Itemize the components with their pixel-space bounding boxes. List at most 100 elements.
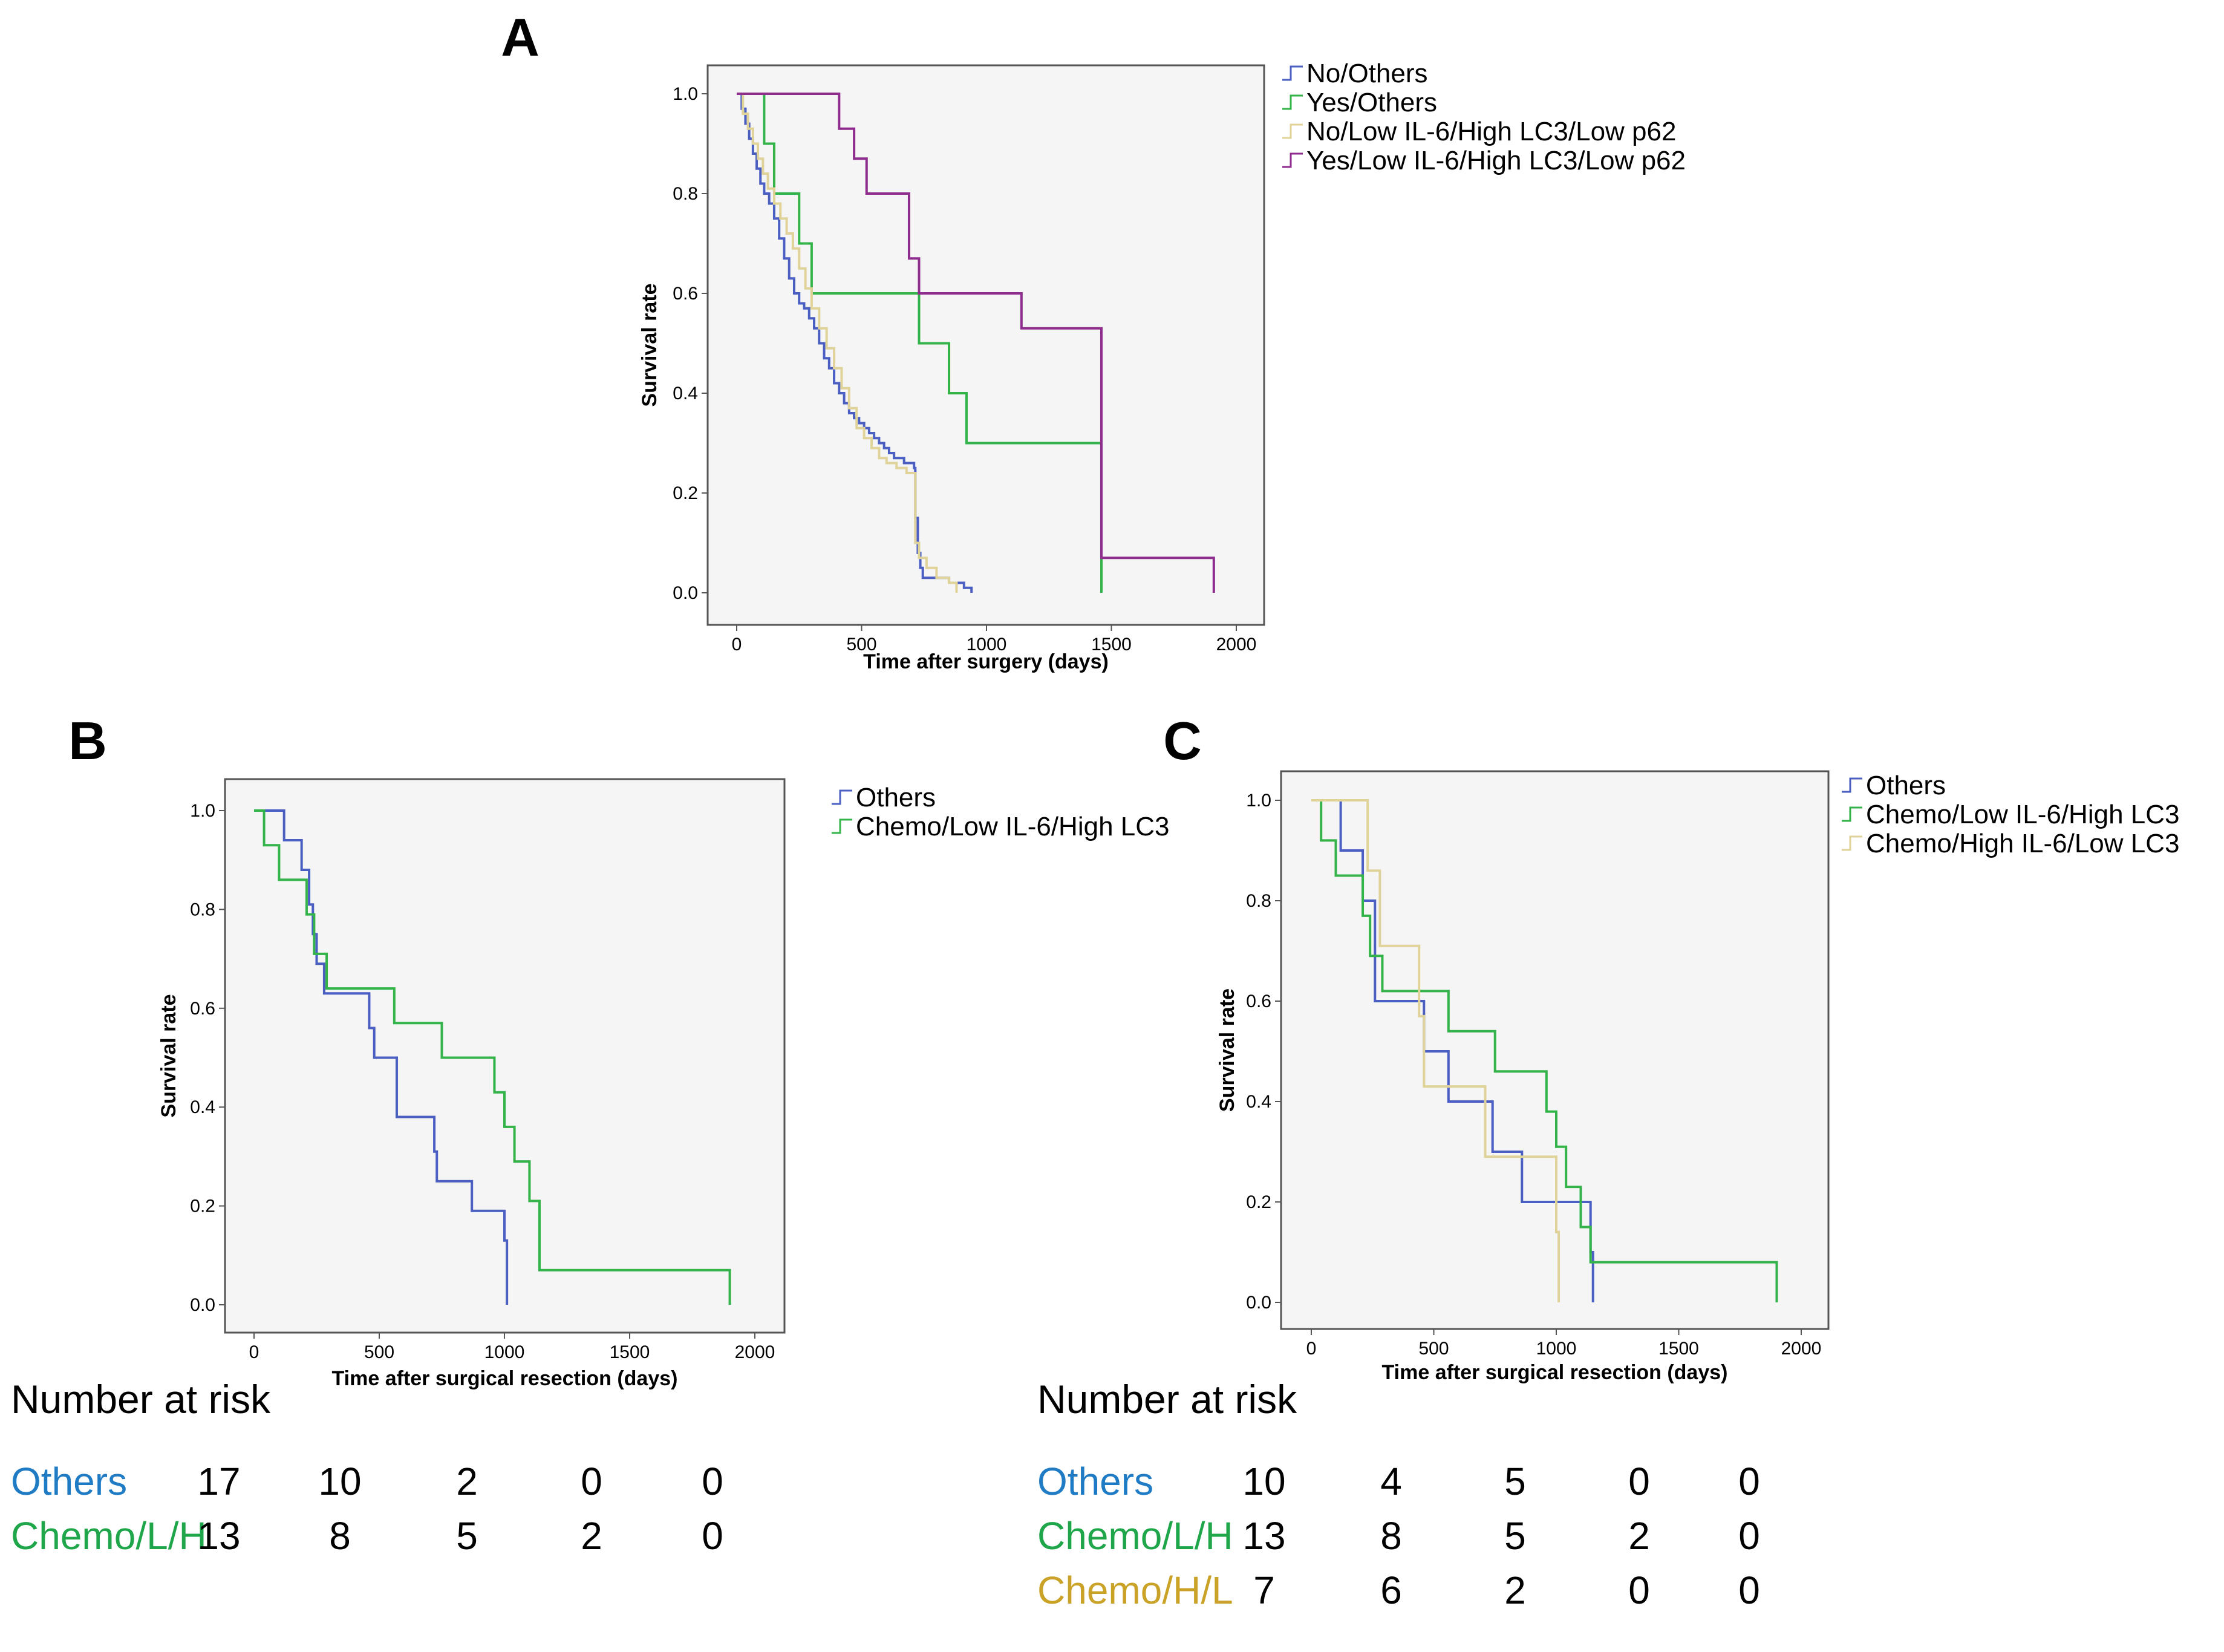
risk-count: 2 bbox=[456, 1460, 478, 1503]
legend-swatch bbox=[832, 789, 852, 805]
y-tick-label: 0.8 bbox=[1246, 891, 1271, 911]
risk-count: 5 bbox=[1504, 1460, 1526, 1503]
x-tick-label: 1000 bbox=[1536, 1339, 1577, 1359]
risk-row-label: Chemo/L/H bbox=[1037, 1514, 1233, 1558]
y-tick-label: 0.4 bbox=[1246, 1092, 1271, 1112]
y-tick-label: 0.0 bbox=[673, 583, 698, 603]
risk-row-label: Others bbox=[11, 1460, 128, 1503]
panel-c: C 0.0 0.2 0.4 0.6 0.8 1.0 0 500 1000 1500 2000 Time … bbox=[1163, 711, 2179, 1384]
series-line-chemo-low-il-6-high-lc3 bbox=[254, 809, 731, 1305]
legend-label: No/Low IL-6/High LC3/Low p62 bbox=[1306, 117, 1676, 146]
y-axis-label: Survival rate bbox=[1216, 988, 1239, 1112]
panel-b: B 0.0 0.2 0.4 0.6 0.8 1.0 0 500 1000 1500 2000 Time … bbox=[68, 711, 1169, 1390]
x-tick-label: 1500 bbox=[1658, 1339, 1699, 1359]
risk-count: 0 bbox=[702, 1514, 723, 1558]
legend-label: Chemo/High IL-6/Low LC3 bbox=[1866, 829, 2179, 858]
x-axis-label: Time after surgical resection (days) bbox=[332, 1367, 678, 1390]
y-tick-label: 1.0 bbox=[1246, 791, 1271, 811]
risk-count: 0 bbox=[1738, 1569, 1760, 1612]
x-tick-label: 0 bbox=[732, 635, 742, 655]
legend-swatch bbox=[1282, 123, 1303, 139]
risk-row-label: Chemo/H/L bbox=[1037, 1569, 1233, 1612]
legend-label: Chemo/Low IL-6/High LC3 bbox=[1866, 800, 2179, 829]
x-tick-label: 1000 bbox=[484, 1342, 525, 1362]
panel-letter: B bbox=[68, 711, 107, 771]
legend-swatch bbox=[1282, 94, 1303, 110]
risk-count: 6 bbox=[1380, 1569, 1402, 1612]
x-tick-label: 500 bbox=[846, 635, 876, 655]
x-tick-label: 1500 bbox=[1091, 635, 1132, 655]
x-tick-label: 0 bbox=[249, 1342, 259, 1362]
series-line-chemo-high-il-6-low-lc3 bbox=[1311, 799, 1560, 1302]
plot-area bbox=[224, 778, 786, 1334]
legend-label: Others bbox=[856, 783, 936, 812]
risk-count: 0 bbox=[1628, 1460, 1650, 1503]
risk-count: 13 bbox=[1242, 1514, 1286, 1558]
panel-a: A 0.0 0.2 0.4 0.6 0.8 1.0 0 500 1000 1500 2000 Time … bbox=[501, 7, 1686, 673]
y-tick-label: 1.0 bbox=[673, 84, 698, 104]
x-tick-label: 500 bbox=[364, 1342, 394, 1362]
y-tick-label: 0.6 bbox=[1246, 991, 1271, 1011]
risk-count: 0 bbox=[1738, 1514, 1760, 1558]
series-line-chemo-low-il-6-high-lc3 bbox=[1311, 799, 1778, 1302]
y-tick-label: 0.4 bbox=[190, 1097, 215, 1117]
series-line-others bbox=[254, 809, 509, 1305]
risk-count: 10 bbox=[318, 1460, 362, 1503]
series-line-yes-others bbox=[737, 93, 1103, 593]
legend-label: Chemo/Low IL-6/High LC3 bbox=[856, 812, 1169, 841]
panel-letter: C bbox=[1163, 711, 1202, 771]
y-axis-label: Survival rate bbox=[157, 994, 180, 1117]
y-tick-label: 0.6 bbox=[673, 284, 698, 304]
x-tick-label: 2000 bbox=[1216, 635, 1257, 655]
series-line-yes-low-il-6-high-lc3-low-p62 bbox=[737, 93, 1215, 593]
series-line-no-low-il-6-high-lc3-low-p62 bbox=[737, 93, 958, 593]
risk-count: 10 bbox=[1242, 1460, 1286, 1503]
legend-swatch bbox=[1282, 65, 1303, 81]
legend-swatch bbox=[1842, 777, 1862, 793]
risk-count: 0 bbox=[702, 1460, 723, 1503]
legend-label: Others bbox=[1866, 771, 1946, 800]
y-tick-label: 0.0 bbox=[1246, 1293, 1271, 1313]
plot-area bbox=[1280, 770, 1830, 1330]
risk-count: 13 bbox=[197, 1514, 241, 1558]
risk-count: 0 bbox=[581, 1460, 602, 1503]
number-at-risk-title: Number at risk bbox=[11, 1377, 271, 1422]
y-tick-label: 0.6 bbox=[190, 999, 215, 1019]
x-axis-label: Time after surgical resection (days) bbox=[1382, 1361, 1728, 1384]
series-line-others bbox=[1311, 799, 1594, 1302]
y-tick-label: 0.2 bbox=[190, 1197, 215, 1216]
y-tick-label: 1.0 bbox=[190, 801, 215, 821]
legend-swatch bbox=[1842, 835, 1862, 851]
y-axis-label: Survival rate bbox=[638, 283, 661, 406]
y-tick-label: 0.0 bbox=[190, 1295, 215, 1315]
plot-area bbox=[706, 64, 1265, 626]
legend-label: Yes/Low IL-6/High LC3/Low p62 bbox=[1306, 146, 1686, 175]
risk-count: 5 bbox=[456, 1514, 478, 1558]
x-axis-label: Time after surgery (days) bbox=[863, 650, 1109, 673]
legend-swatch bbox=[1282, 152, 1303, 168]
x-tick-label: 1000 bbox=[967, 635, 1007, 655]
x-tick-label: 1500 bbox=[610, 1342, 650, 1362]
risk-count: 0 bbox=[1738, 1460, 1760, 1503]
legend-swatch bbox=[1842, 806, 1862, 822]
risk-count: 17 bbox=[197, 1460, 241, 1503]
risk-count: 2 bbox=[1504, 1569, 1526, 1612]
y-tick-label: 0.8 bbox=[673, 184, 698, 204]
risk-count: 2 bbox=[581, 1514, 602, 1558]
risk-count: 5 bbox=[1504, 1514, 1526, 1558]
legend-label: Yes/Others bbox=[1306, 88, 1437, 117]
y-tick-label: 0.4 bbox=[673, 384, 698, 403]
y-tick-label: 0.8 bbox=[190, 899, 215, 919]
risk-count: 8 bbox=[1380, 1514, 1402, 1558]
x-tick-label: 2000 bbox=[1781, 1339, 1822, 1359]
x-tick-label: 2000 bbox=[735, 1342, 775, 1362]
risk-row-label: Others bbox=[1037, 1460, 1154, 1503]
y-tick-label: 0.2 bbox=[673, 483, 698, 503]
risk-row-label: Chemo/L/H bbox=[11, 1514, 207, 1558]
x-tick-label: 0 bbox=[1306, 1339, 1317, 1359]
risk-count: 7 bbox=[1253, 1569, 1275, 1612]
risk-count: 8 bbox=[329, 1514, 351, 1558]
panel-letter: A bbox=[501, 7, 540, 67]
risk-count: 2 bbox=[1628, 1514, 1650, 1558]
